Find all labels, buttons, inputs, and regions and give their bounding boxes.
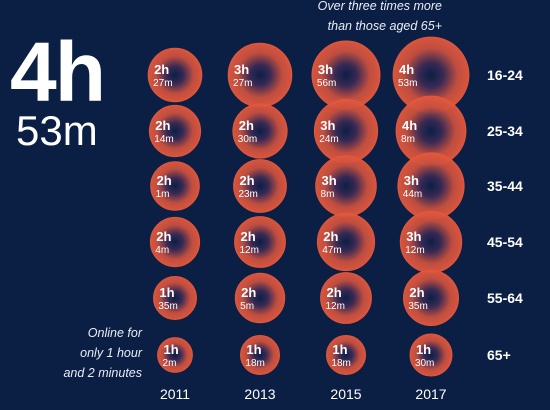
column-label: 2017: [415, 386, 446, 402]
bubble-label-hours: 2h: [157, 173, 172, 188]
bubble-label-hours: 2h: [240, 229, 255, 244]
bubble: [233, 159, 287, 213]
bubble: [320, 272, 372, 324]
bubble-label-minutes: 14m: [154, 134, 173, 145]
bubble: [152, 275, 197, 320]
bubble-label-minutes: 12m: [405, 245, 424, 256]
bubble-label-minutes: 35m: [408, 301, 427, 312]
bubble-label-hours: 4h: [399, 62, 414, 77]
bubble-label-minutes: 23m: [238, 189, 257, 200]
bubble-label-minutes: 8m: [401, 134, 415, 145]
bubble-label-minutes: 4m: [155, 245, 169, 256]
bubble-label-hours: 3h: [234, 62, 249, 77]
annotation-top-line: Over three times more: [317, 0, 442, 13]
bubble-label-minutes: 35m: [158, 301, 177, 312]
row-label: 25-34: [487, 123, 523, 139]
bubble-label-hours: 3h: [322, 173, 337, 188]
bubble: [239, 334, 280, 375]
bubble-label-hours: 2h: [239, 173, 254, 188]
bubble: [325, 334, 366, 375]
bubble: [147, 47, 203, 103]
bubble: [402, 269, 459, 326]
bubble: [234, 216, 286, 268]
headline-minutes: 53m: [16, 107, 98, 154]
bubble-label-minutes: 47m: [322, 245, 341, 256]
bubble-label-minutes: 53m: [398, 78, 417, 89]
bubble-label-hours: 2h: [155, 118, 170, 133]
bubble-label-hours: 2h: [241, 285, 256, 300]
column-label: 2015: [330, 386, 361, 402]
bubble-label-minutes: 1m: [156, 189, 170, 200]
bubble-label-hours: 3h: [320, 118, 335, 133]
bubble: [157, 337, 193, 373]
bubble-label-hours: 2h: [326, 285, 341, 300]
bubble: [409, 333, 453, 377]
bubble-label-minutes: 30m: [238, 134, 257, 145]
bubble: [148, 104, 202, 158]
bubble-label-hours: 2h: [239, 118, 254, 133]
bubble: [232, 103, 288, 159]
bubble-label-minutes: 5m: [240, 301, 254, 312]
bubble-label-minutes: 2m: [163, 358, 177, 369]
annotation-top-line: than those aged 65+: [327, 19, 442, 33]
bubble-label-minutes: 12m: [325, 301, 344, 312]
row-label: 45-54: [487, 234, 523, 250]
bubble-label-minutes: 18m: [245, 358, 264, 369]
bubble-label-minutes: 12m: [239, 245, 258, 256]
bubble-label-hours: 1h: [246, 342, 261, 357]
bubble-label-hours: 1h: [164, 342, 179, 357]
bubble-label-hours: 3h: [406, 229, 421, 244]
annotation-bottom-line: and 2 minutes: [63, 366, 142, 380]
bubble-label-minutes: 30m: [415, 358, 434, 369]
bubble-label-hours: 1h: [159, 285, 174, 300]
headline-hours: 4h: [10, 25, 106, 119]
bubble-label-minutes: 44m: [403, 189, 422, 200]
bubble-label-hours: 3h: [318, 62, 333, 77]
annotation-bottom-line: Online for: [87, 326, 142, 340]
bubble-label-hours: 2h: [409, 285, 424, 300]
row-label: 16-24: [487, 67, 523, 83]
row-label: 35-44: [487, 178, 523, 194]
bubble-label-hours: 1h: [332, 342, 347, 357]
annotation-bottom: Online for only 1 hour and 2 minutes: [40, 323, 142, 383]
bubble-label-minutes: 8m: [321, 189, 335, 200]
annotation-top: Over three times more than those aged 65…: [290, 0, 442, 36]
bubble-label-hours: 1h: [416, 342, 431, 357]
row-label: 55-64: [487, 290, 523, 306]
bubble-label-minutes: 24m: [319, 134, 338, 145]
bubble: [316, 212, 376, 272]
bubble-label-hours: 2h: [154, 62, 169, 77]
bubble-label-hours: 2h: [156, 229, 171, 244]
bubble: [150, 161, 200, 211]
annotation-bottom-line: only 1 hour: [80, 346, 142, 360]
bubble-label-minutes: 27m: [233, 78, 252, 89]
bubble-label-hours: 4h: [402, 118, 417, 133]
column-label: 2011: [160, 386, 190, 402]
bubble: [149, 216, 201, 268]
bubble-label-hours: 2h: [323, 229, 338, 244]
row-label: 65+: [487, 347, 511, 363]
bubble-label-minutes: 27m: [153, 78, 172, 89]
bubble-label-minutes: 18m: [331, 358, 350, 369]
bubble-label-minutes: 56m: [317, 78, 336, 89]
bubble: [234, 272, 286, 324]
bubble-label-hours: 3h: [404, 173, 419, 188]
column-label: 2013: [244, 386, 275, 402]
